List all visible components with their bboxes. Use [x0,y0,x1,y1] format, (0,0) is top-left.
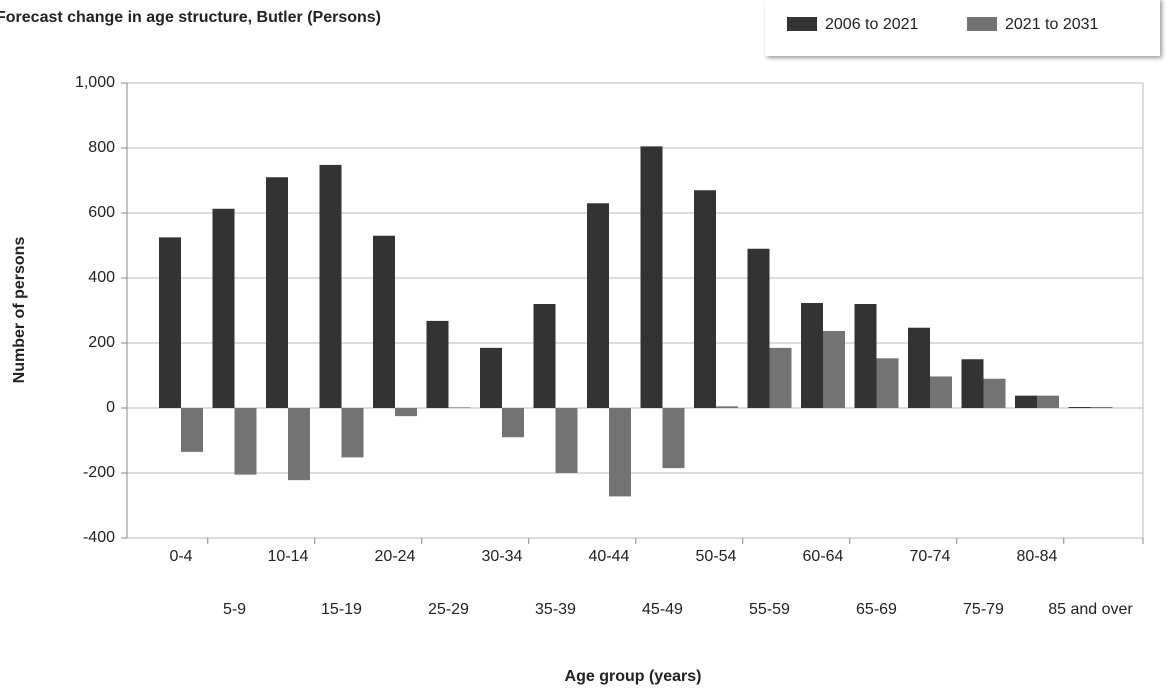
bar [930,376,952,408]
bar [234,408,257,475]
bar [854,304,877,408]
bar [823,330,845,408]
x-tick-label: 40-44 [589,548,630,565]
x-tick-label: 30-34 [482,548,523,565]
bar [587,203,609,408]
y-tick-label: 0 [106,399,115,416]
x-tick-label: 50-54 [696,548,737,565]
bar [1090,407,1113,408]
x-tick-label: 65-69 [856,601,897,618]
bar [716,406,738,408]
y-tick-label: 800 [88,139,115,156]
x-tick-label: 10-14 [268,548,309,565]
bar [555,408,578,473]
legend-swatch [787,17,817,31]
bar [373,235,395,408]
x-tick-label: 0-4 [169,548,192,565]
legend-label: 2006 to 2021 [825,16,919,33]
bar [288,408,310,481]
bar [769,347,792,408]
bar [212,208,235,408]
bar [448,407,471,408]
chart-title: Forecast change in age structure, Butler… [0,9,381,26]
y-tick-label: -200 [83,464,115,481]
bar [609,408,631,497]
x-tick-label: 15-19 [321,601,362,618]
x-tick-label: 60-64 [803,548,844,565]
bar [983,378,1006,408]
bar [426,320,449,408]
y-tick-label: 400 [88,269,115,286]
bar [502,408,524,438]
legend-box [765,0,1160,56]
bar [694,190,716,408]
x-tick-label: 85 and over [1048,601,1133,618]
x-tick-label: 5-9 [223,601,246,618]
bar [961,359,984,408]
bar [662,408,685,469]
x-tick-label: 20-24 [375,548,416,565]
bar [266,177,288,408]
bar [341,408,364,458]
bar [1037,395,1059,408]
bar [480,347,502,408]
bar [533,304,556,408]
x-tick-label: 25-29 [428,601,469,618]
bar [747,248,770,408]
y-axis-label: Number of persons [11,237,28,384]
bar [159,237,181,408]
bar [319,164,342,408]
bar [876,358,899,408]
y-tick-label: 200 [88,334,115,351]
legend-swatch [967,17,997,31]
bar [1015,395,1037,408]
bar [908,327,930,408]
x-tick-label: 70-74 [910,548,951,565]
bar [801,303,823,408]
legend-label: 2021 to 2031 [1005,16,1099,33]
x-tick-label: 80-84 [1017,548,1058,565]
bar [181,408,203,452]
bar [1068,407,1091,408]
y-tick-label: 600 [88,204,115,221]
x-tick-label: 55-59 [749,601,790,618]
x-tick-label: 75-79 [963,601,1004,618]
x-tick-label: 45-49 [642,601,683,618]
y-tick-label: 1,000 [75,74,115,91]
bar [640,146,663,408]
bar [395,408,417,417]
y-tick-label: -400 [83,529,115,546]
x-axis-label: Age group (years) [565,668,702,685]
x-tick-label: 35-39 [535,601,576,618]
